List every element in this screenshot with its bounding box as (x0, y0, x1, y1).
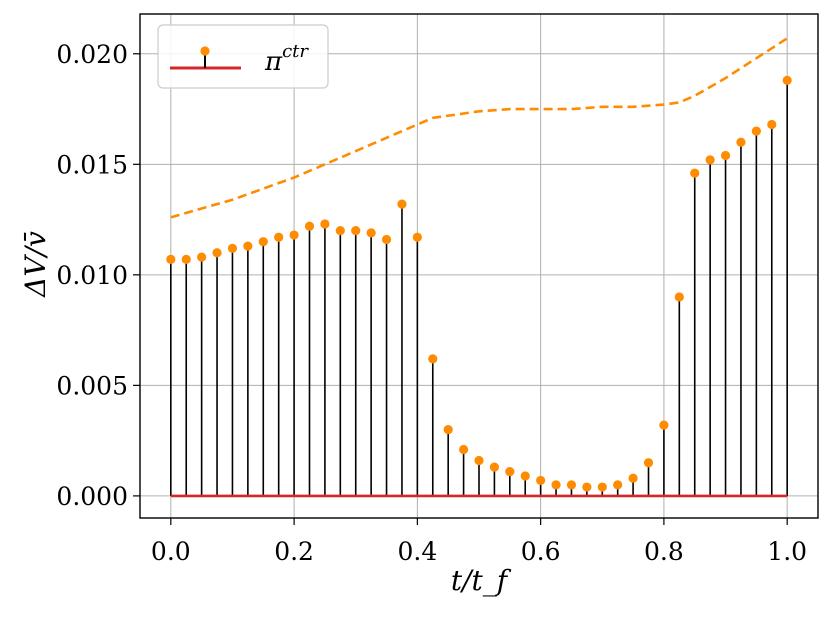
stem-marker (227, 243, 238, 253)
stem-marker (289, 230, 299, 240)
legend: πctr (157, 24, 329, 89)
x-tick-label: 1.0 (767, 537, 807, 566)
stem-marker (243, 241, 253, 251)
plot-frame (139, 13, 819, 519)
x-tick-label: 0.8 (644, 537, 684, 566)
stem-marker (551, 480, 561, 490)
y-tick-label: 0.015 (56, 150, 128, 179)
stem-marker (258, 237, 268, 247)
stem-marker (613, 480, 623, 490)
stem-marker (443, 424, 453, 435)
x-tick-label: 0.2 (274, 537, 314, 566)
legend-label-sup: ctr (282, 41, 309, 62)
stem-marker (628, 473, 638, 483)
stem-marker (767, 119, 777, 130)
stem-marker (674, 292, 684, 302)
stem-marker (520, 471, 530, 481)
stem-marker (566, 480, 577, 490)
stem-marker (351, 226, 361, 236)
legend-label: πctr (264, 41, 309, 77)
y-tick-label: 0.005 (56, 371, 128, 400)
grid-lines (140, 14, 818, 518)
stem-marker (751, 126, 761, 136)
legend-marker-swatch (200, 46, 210, 56)
stem-marker (428, 354, 438, 364)
tick-labels: 0.0 0.2 0.4 0.6 0.8 1.0 0.000 0.005 0.010 0.015 0.… (56, 40, 807, 566)
y-tick-label: 0.010 (56, 261, 128, 290)
stem-marker (782, 75, 792, 85)
stem-marker (212, 248, 222, 258)
x-tick-label: 0.4 (397, 537, 437, 566)
stem-marker (736, 137, 746, 147)
stem-marker (274, 232, 284, 242)
stem-marker (458, 444, 469, 455)
stem-marker (335, 226, 345, 236)
stem-marker (536, 475, 546, 486)
x-axis-label: t/t_f (451, 564, 512, 597)
stem-marker (181, 254, 191, 264)
stem-marker (659, 420, 669, 430)
stem-marker (320, 219, 330, 229)
axes (133, 13, 819, 525)
stem-marker (397, 199, 407, 209)
stem-marker (381, 234, 392, 245)
stem-marker (720, 150, 731, 161)
stem-marker (643, 458, 654, 468)
stem-series (166, 75, 792, 498)
stem-marker (705, 155, 715, 165)
y-tick-label: 0.020 (56, 40, 128, 69)
stem-marker (582, 482, 592, 492)
legend-frame (157, 24, 329, 89)
stem-marker (197, 252, 207, 262)
legend-label-base: π (264, 47, 283, 77)
x-tick-label: 0.6 (521, 537, 561, 566)
stem-marker (505, 466, 515, 477)
stem-marker (489, 462, 500, 472)
stem-marker (304, 221, 315, 231)
dashed-line (170, 37, 788, 219)
y-tick-label: 0.000 (56, 482, 128, 511)
y-axis-label: ΔV/v̄ (19, 231, 52, 298)
x-tick-label: 0.0 (151, 537, 191, 566)
stem-marker (690, 168, 700, 178)
stem-marker (597, 482, 607, 492)
dashed-line-series (170, 37, 788, 219)
stem-marker (166, 254, 176, 264)
stem-marker (366, 228, 376, 238)
stem-marker (474, 455, 484, 466)
stem-marker (412, 232, 422, 242)
